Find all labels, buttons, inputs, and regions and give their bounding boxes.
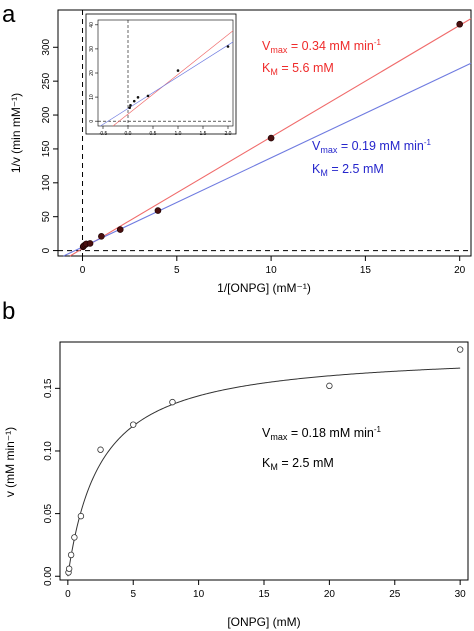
data-point	[169, 398, 176, 406]
panel-b-points	[65, 346, 464, 576]
data-point	[86, 240, 94, 247]
panel-a-y-axis-label: 1/v (min mM⁻¹)	[9, 93, 23, 173]
inset-blue_fit-line	[100, 41, 234, 127]
y-tick-label: 0.15	[43, 378, 54, 398]
data-point	[456, 20, 463, 28]
inset-fit-lines	[100, 30, 234, 127]
inset-x-tick-label: -0.5	[99, 131, 108, 137]
x-tick-label: 5	[130, 589, 136, 600]
inset-data-point	[132, 99, 136, 103]
y-tick-label: 200	[41, 106, 52, 123]
inset-x-tick-label: 0.0	[125, 131, 132, 137]
y-tick-label: 0.10	[43, 441, 54, 461]
y-tick-label: 150	[41, 140, 52, 157]
inset-y-tick-label: 30	[89, 46, 95, 52]
inset-x-tick-label: 1.0	[175, 131, 182, 137]
inset-data-point	[136, 96, 140, 99]
y-tick-label: 50	[41, 211, 52, 223]
data-point	[77, 512, 85, 520]
inset-y-tick-label: 40	[89, 22, 95, 28]
y-tick-label: 0.05	[43, 503, 54, 523]
panel-b-label: b	[2, 298, 15, 325]
inset-y-tick-label: 10	[89, 94, 95, 100]
x-tick-label: 25	[389, 589, 401, 600]
y-tick-label: 300	[41, 38, 52, 55]
panel-b-chart: b 0 5 10 15 20 25 30 0.00 0.05 0.10 0.15 [ONPG] (…	[2, 298, 469, 629]
panel-b-y-ticks: 0.00 0.05 0.10 0.15	[43, 378, 60, 586]
inset-points	[128, 45, 230, 109]
y-tick-label: 0	[41, 247, 52, 253]
panel-b-fit-curve	[67, 367, 461, 577]
x-tick-label: 15	[258, 589, 270, 600]
inset-data-point	[176, 69, 180, 72]
data-point	[326, 382, 333, 390]
panel-a-reference-lines	[58, 10, 471, 256]
blue_fit-line	[63, 62, 472, 257]
panel-a-red-km: KM = 5.6 mM	[262, 61, 334, 77]
panel-a-x-axis-label: 1/[ONPG] (mM⁻¹)	[217, 281, 311, 295]
panel-a-inset: -0.5 0.0 0.5 1.0 1.5 2.0 0 10 20 30 40	[85, 13, 237, 137]
panel-a-label: a	[2, 1, 16, 28]
panel-a-y-ticks: 0 50 100 150 200 250 300	[41, 38, 58, 253]
x-tick-label: 0	[80, 265, 86, 276]
panel-a-red-vmax: Vmax = 0.34 mM min-1	[262, 38, 382, 55]
x-tick-label: 0	[65, 589, 71, 600]
inset-data-point	[226, 45, 230, 48]
inset-data-point	[128, 106, 131, 109]
inset-red_fit-line	[112, 30, 234, 127]
inset-reference-lines	[98, 20, 233, 126]
data-point	[130, 421, 137, 428]
inset-data-point	[129, 103, 132, 107]
inset-data-point	[146, 94, 150, 98]
x-tick-label: 10	[193, 589, 205, 600]
data-point	[65, 565, 73, 572]
data-point	[154, 207, 162, 214]
inset-y-tick-label: 0	[89, 120, 95, 123]
data-point	[98, 233, 105, 240]
inset-x-tick-label: 1.5	[200, 131, 207, 137]
panel-b-x-axis-label: [ONPG] (mM)	[227, 615, 300, 629]
data-point	[71, 534, 78, 541]
panel-b-y-axis-label: v (mM min⁻¹)	[3, 427, 17, 497]
data-point	[267, 134, 275, 142]
y-tick-label: 100	[41, 174, 52, 191]
panel-b-x-ticks: 0 5 10 15 20 25 30	[65, 580, 466, 600]
data-point	[67, 551, 75, 559]
inset-y-tick-label: 20	[89, 70, 95, 76]
panel-b-km: KM = 2.5 mM	[262, 456, 334, 472]
panel-b-vmax: Vmax = 0.18 mM min-1	[262, 425, 382, 442]
panel-a-plot-frame	[57, 9, 472, 257]
y-tick-label: 0.00	[43, 566, 54, 586]
x-tick-label: 20	[454, 265, 466, 276]
inset-x-tick-label: 2.0	[225, 131, 232, 137]
inset-box	[85, 13, 237, 135]
data-point	[97, 446, 104, 453]
y-tick-label: 250	[41, 72, 52, 89]
x-tick-label: 10	[266, 265, 278, 276]
michaelis-menten-curve	[67, 367, 461, 577]
x-tick-label: 30	[455, 589, 467, 600]
panel-a-blue-km: KM = 2.5 mM	[312, 162, 384, 178]
x-tick-label: 15	[360, 265, 372, 276]
panel-a-points	[79, 20, 463, 251]
data-point	[116, 226, 124, 233]
inset-ticks: -0.5 0.0 0.5 1.0 1.5 2.0 0 10 20 30 40	[89, 22, 232, 137]
panel-a-blue-vmax: Vmax = 0.19 mM min-1	[312, 138, 432, 155]
data-point	[456, 346, 464, 353]
x-tick-label: 5	[174, 265, 180, 276]
inset-x-tick-label: 0.5	[150, 131, 157, 137]
x-tick-label: 20	[324, 589, 336, 600]
panel-a-x-ticks: 0 5 10 15 20	[80, 256, 466, 276]
